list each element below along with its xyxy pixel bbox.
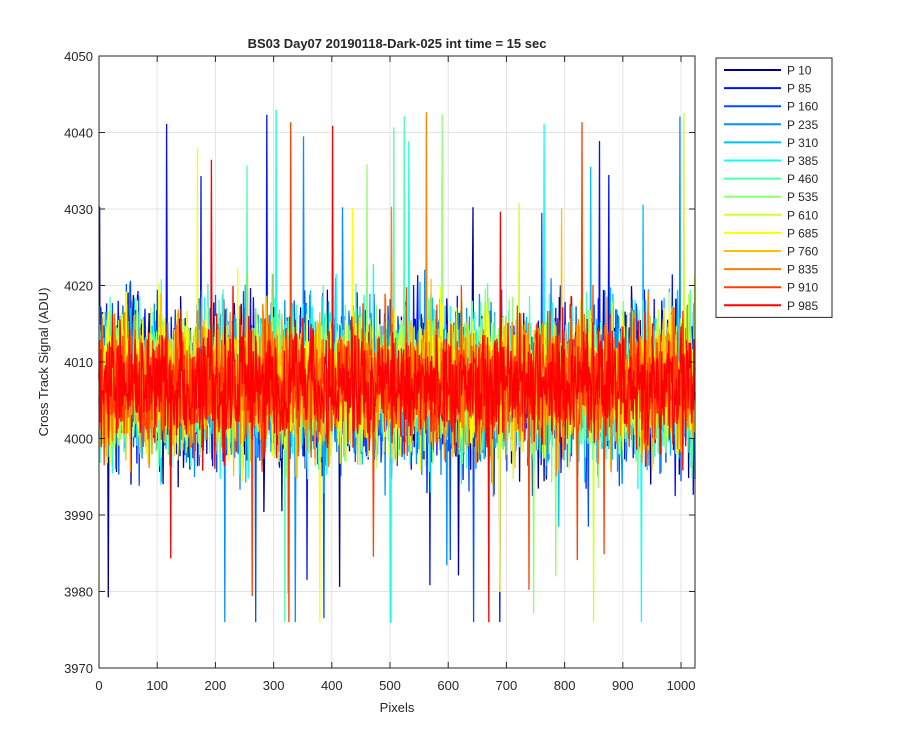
legend: P 10 P 85 P 160 P 235 P 310 P 385 P 460 P 535 P …	[715, 57, 833, 318]
y-tick-label: 3990	[64, 508, 93, 523]
legend-label: P 10	[787, 64, 812, 78]
x-tick-label: 1000	[667, 678, 696, 693]
y-tick-label: 4000	[64, 432, 93, 447]
x-tick-label: 400	[321, 678, 343, 693]
legend-label: P 985	[787, 299, 818, 313]
legend-label: P 85	[787, 82, 812, 96]
x-tick-label: 900	[612, 678, 634, 693]
legend-label: P 610	[787, 208, 818, 222]
x-tick-label: 100	[146, 678, 168, 693]
x-tick-label: 300	[263, 678, 285, 693]
y-axis-label: Cross Track Signal (ADU)	[36, 288, 51, 437]
x-tick-label: 500	[379, 678, 401, 693]
series-line-p985	[98, 125, 696, 623]
x-tick-label: 0	[95, 678, 102, 693]
axis-ticks: 0 100 200 300 400 500 600 700 800 900 1000 3970 3980…	[64, 49, 695, 693]
legend-label: P 160	[787, 100, 818, 114]
y-tick-label: 3970	[64, 661, 93, 676]
legend-box	[715, 57, 833, 318]
x-tick-label: 200	[205, 678, 227, 693]
series-lines	[98, 109, 696, 623]
y-tick-label: 3980	[64, 585, 93, 600]
legend-label: P 310	[787, 136, 818, 150]
legend-label: P 385	[787, 154, 818, 168]
legend-label: P 535	[787, 190, 818, 204]
y-tick-label: 4030	[64, 202, 93, 217]
legend-label: P 835	[787, 263, 818, 277]
chart-title: BS03 Day07 20190118-Dark-025 int time = …	[248, 36, 547, 51]
legend-label: P 235	[787, 118, 818, 132]
x-axis-label: Pixels	[380, 700, 415, 715]
x-tick-label: 800	[554, 678, 576, 693]
y-tick-label: 4020	[64, 279, 93, 294]
x-tick-label: 600	[437, 678, 459, 693]
y-tick-label: 4010	[64, 355, 93, 370]
x-tick-label: 700	[496, 678, 518, 693]
legend-label: P 460	[787, 172, 818, 186]
legend-label: P 685	[787, 226, 818, 240]
y-tick-label: 4050	[64, 49, 93, 64]
y-tick-label: 4040	[64, 126, 93, 141]
legend-label: P 910	[787, 281, 818, 295]
legend-label: P 760	[787, 245, 818, 259]
